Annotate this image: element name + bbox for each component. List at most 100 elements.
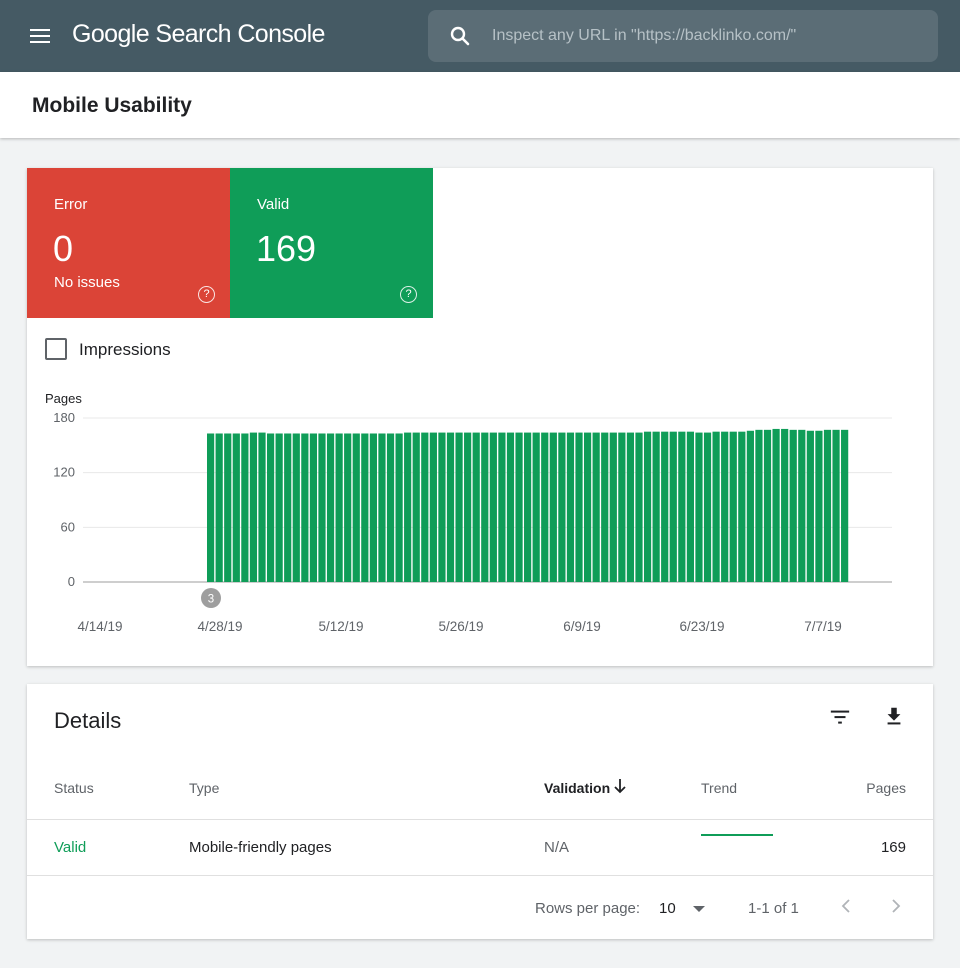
bar — [472, 432, 480, 582]
column-header-trend[interactable]: Trend — [701, 780, 738, 796]
bar — [669, 431, 677, 582]
bar — [601, 432, 609, 582]
impressions-checkbox[interactable] — [45, 338, 67, 360]
bar — [386, 433, 395, 582]
bar — [207, 433, 215, 582]
error-sub: No issues — [54, 274, 120, 291]
bar — [815, 430, 823, 582]
bar — [335, 433, 343, 582]
bar — [378, 433, 386, 582]
x-tick-label: 4/14/19 — [77, 619, 122, 634]
bar — [738, 431, 746, 582]
bar — [284, 433, 292, 582]
bar — [301, 433, 309, 582]
bar — [258, 432, 266, 582]
bar — [678, 431, 686, 582]
help-icon[interactable]: ? — [198, 286, 215, 303]
bar — [618, 432, 626, 582]
bar — [318, 433, 326, 582]
error-label: Error — [54, 196, 88, 213]
bar — [652, 431, 660, 582]
x-tick-label: 6/9/19 — [563, 619, 601, 634]
x-tick-label: 6/23/19 — [679, 619, 724, 634]
rows-per-page-select[interactable]: 10 — [659, 900, 676, 917]
valid-label: Valid — [257, 196, 290, 213]
bar — [549, 432, 557, 582]
bar — [841, 429, 849, 582]
download-icon[interactable] — [883, 704, 905, 728]
bar — [721, 431, 729, 582]
bar — [703, 432, 712, 582]
divider — [27, 819, 933, 820]
bar — [309, 433, 318, 582]
bar — [558, 432, 566, 582]
bar — [635, 432, 643, 582]
bar — [729, 431, 737, 582]
bar — [832, 429, 840, 582]
bar — [789, 429, 797, 582]
bar — [541, 432, 549, 582]
valid-summary-tile[interactable]: Valid 169 ? — [230, 168, 433, 318]
bar — [395, 433, 403, 582]
bar — [266, 433, 275, 582]
bar — [275, 433, 283, 582]
bar — [421, 432, 429, 582]
bar — [532, 432, 540, 582]
bar — [369, 433, 377, 582]
bar — [215, 433, 223, 582]
next-page-icon[interactable] — [885, 896, 905, 916]
bar — [352, 433, 360, 582]
bar — [241, 433, 249, 582]
details-title: Details — [54, 708, 122, 733]
sort-down-arrow-icon[interactable] — [613, 778, 627, 794]
y-tick-label: 0 — [68, 574, 75, 589]
help-icon[interactable]: ? — [400, 286, 417, 303]
bar — [481, 432, 489, 582]
search-icon[interactable] — [448, 24, 472, 48]
column-header-type[interactable]: Type — [189, 780, 220, 796]
bar — [404, 432, 412, 582]
bar — [661, 431, 669, 582]
bar — [609, 432, 617, 582]
product-logo[interactable]: Google Search Console — [72, 20, 325, 49]
bar — [763, 429, 772, 582]
search-input[interactable] — [492, 10, 922, 62]
bar — [429, 432, 437, 582]
valid-count: 169 — [256, 228, 317, 269]
bar — [498, 432, 506, 582]
bar — [575, 432, 583, 582]
bar — [455, 432, 463, 582]
bar — [224, 433, 232, 582]
y-tick-label: 180 — [53, 410, 75, 425]
x-tick-label: 5/26/19 — [438, 619, 483, 634]
bar — [344, 433, 352, 582]
divider — [27, 875, 933, 876]
bar — [592, 432, 600, 582]
bar — [249, 432, 258, 582]
page-title: Mobile Usability — [32, 94, 192, 117]
bar — [506, 432, 515, 582]
overview-card: Error 0 No issues ? Valid 169 ? Impressi… — [27, 168, 933, 666]
bar — [489, 432, 497, 582]
url-inspection-search[interactable] — [428, 10, 938, 62]
column-header-pages[interactable]: Pages — [866, 780, 906, 796]
annotation-marker — [201, 588, 221, 608]
bar — [781, 428, 789, 582]
filter-icon[interactable] — [829, 706, 851, 728]
bar — [515, 432, 523, 582]
previous-page-icon[interactable] — [837, 896, 857, 916]
bar — [583, 432, 592, 582]
y-tick-label: 120 — [53, 465, 75, 480]
chevron-down-icon[interactable] — [693, 906, 705, 912]
error-summary-tile[interactable]: Error 0 No issues ? — [27, 168, 230, 318]
bar — [232, 433, 240, 582]
bar — [746, 430, 754, 582]
bar — [695, 432, 703, 582]
column-header-validation[interactable]: Validation — [544, 780, 611, 796]
pagination-range: 1-1 of 1 — [748, 900, 799, 917]
menu-icon[interactable] — [26, 24, 54, 48]
top-app-bar: Google Search Console — [0, 0, 960, 72]
bar — [626, 432, 635, 582]
bar — [446, 432, 455, 582]
column-header-status[interactable]: Status — [54, 780, 94, 796]
